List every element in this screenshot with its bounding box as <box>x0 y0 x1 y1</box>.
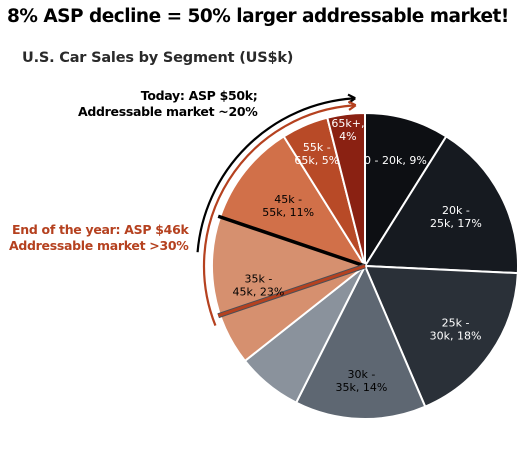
today-marker-line <box>217 214 366 268</box>
pie-slice <box>363 134 519 275</box>
pie-slice <box>211 215 368 363</box>
slice-label: 30k -35k, 14% <box>336 368 388 394</box>
pie-slice <box>218 134 368 268</box>
eoy-annotation: End of the year: ASP $46k Addressable ma… <box>9 222 189 254</box>
today-annotation-line2: Addressable market ~20% <box>78 104 258 119</box>
eoy-arc <box>202 104 354 326</box>
slice-labels: 0 - 20k, 9% 20k -25k, 17% 25k -30k, 18% 30k… <box>233 117 482 394</box>
today-annotation-line1: Today: ASP $50k; <box>140 88 258 103</box>
slice-label: 20k -25k, 17% <box>430 204 482 230</box>
eoy-marker-line <box>217 264 366 318</box>
slice-label: 45k -55k, 11% <box>262 193 314 219</box>
pie-slice <box>364 111 448 270</box>
slice-label: 0 - 20k, 9% <box>364 154 427 167</box>
pie-slices <box>211 111 519 420</box>
headline: 8% ASP decline = 50% larger addressable … <box>7 6 509 27</box>
chart-title: U.S. Car Sales by Segment (US$k) <box>22 50 294 66</box>
today-arc <box>196 97 354 253</box>
market-markers <box>196 93 366 326</box>
slice-label: 55k -65k, 5% <box>294 141 339 167</box>
eoy-annotation-line2: Addressable market >30% <box>9 238 189 253</box>
today-annotation: Today: ASP $50k; Addressable market ~20% <box>78 88 258 120</box>
pie-slice <box>326 111 366 267</box>
slice-label: 25k -30k, 18% <box>430 316 482 342</box>
slice-label: 35k -45k, 23% <box>233 272 285 298</box>
slice-label: 65k+, 4% <box>331 117 364 143</box>
pie-slice <box>363 264 519 408</box>
eoy-arc-arrowhead <box>347 100 357 111</box>
eoy-annotation-line1: End of the year: ASP $46k <box>12 222 189 237</box>
pie-slice <box>294 263 427 420</box>
